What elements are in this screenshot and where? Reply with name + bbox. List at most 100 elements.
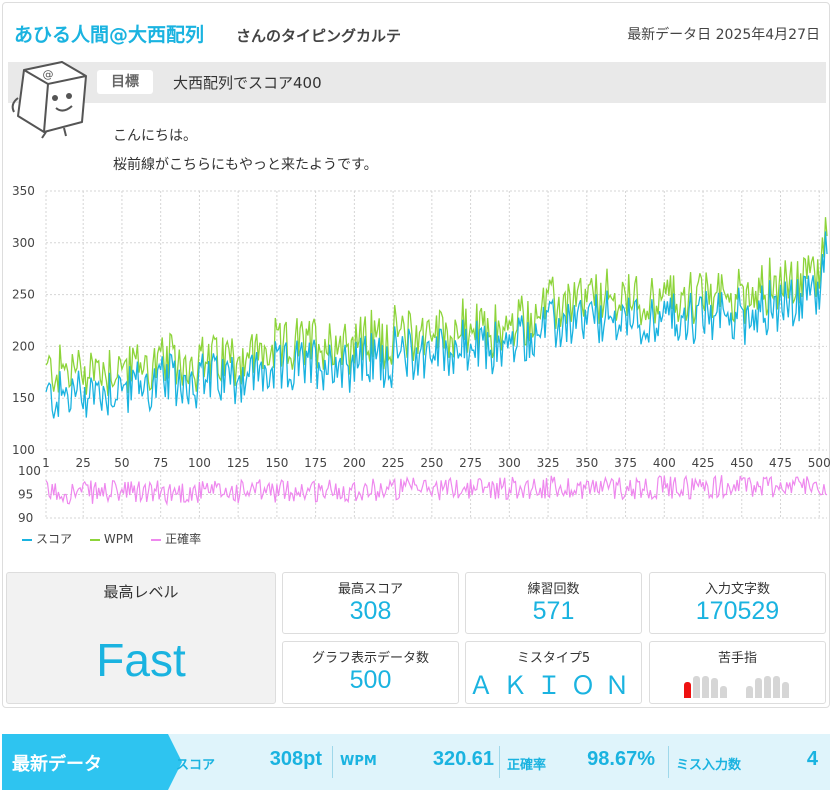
x-tick-label: 350	[575, 456, 598, 470]
karte-title: さんのタイピングカルテ	[236, 27, 402, 45]
latest-data-title-wrap: 最新データ	[2, 734, 182, 790]
latest-score-label: スコア	[176, 758, 216, 773]
latest-data-title: 最新データ	[12, 754, 102, 775]
latest-data-bar: 最新データ スコア 308pt WPM 320.61 正確率 98.67% ミス…	[2, 734, 830, 790]
legend-swatch	[151, 538, 162, 541]
divider	[499, 746, 500, 778]
weak-finger-label: 苦手指	[717, 651, 757, 666]
finger-icon	[755, 678, 762, 698]
latest-score: スコア 308pt	[176, 734, 332, 790]
x-tick-label: 25	[76, 456, 91, 470]
x-tick-label: 175	[304, 456, 327, 470]
latest-wpm-label: WPM	[340, 754, 377, 769]
legend-label: WPM	[103, 532, 134, 546]
x-tick-label: 100	[188, 456, 211, 470]
x-tick-label: 475	[769, 456, 792, 470]
chars-typed-label: 入力文字数	[704, 582, 770, 597]
svg-text:@: @	[43, 68, 54, 81]
y-tick-label: 90	[18, 511, 33, 525]
goal-bar: 目標 大西配列でスコア400	[8, 62, 826, 103]
graph-points-value: 500	[349, 666, 392, 694]
x-tick-label: 275	[459, 456, 482, 470]
y-tick-label: 100	[18, 464, 41, 478]
x-tick-label: 425	[692, 456, 715, 470]
weak-finger-box: 苦手指	[649, 641, 826, 704]
finger-icon	[773, 676, 780, 698]
legend-item: スコア	[22, 530, 72, 547]
x-tick-label: 325	[537, 456, 560, 470]
legend-item: WPM	[89, 532, 134, 546]
max-score-box: 最高スコア 308	[282, 572, 459, 634]
legend-swatch	[89, 538, 100, 541]
hand-fingers-icon	[650, 672, 825, 698]
finger-icon	[702, 676, 709, 698]
x-tick-label: 375	[614, 456, 637, 470]
greeting-line: 桜前線がこちらにもやっと来たようです。	[113, 157, 378, 173]
latest-score-value: 308pt	[269, 748, 322, 770]
y-tick-label: 150	[12, 391, 35, 405]
mistype5-value: ＡＫＩＯＮ	[468, 672, 639, 700]
karte-header: あひる人間@大西配列 さんのタイピングカルテ 最新データ日 2025年4月27日	[14, 20, 820, 48]
finger-icon	[746, 686, 753, 698]
legend-swatch	[22, 538, 32, 541]
latest-miss: ミス入力数 4	[676, 734, 822, 790]
max-level-box: 最高レベル Fast	[6, 572, 276, 704]
accuracy-line	[45, 474, 828, 507]
latest-wpm: WPM 320.61	[340, 734, 498, 790]
wpm-line	[45, 217, 828, 397]
practice-count-box: 練習回数 571	[465, 572, 642, 634]
x-tick-label: 200	[343, 456, 366, 470]
latest-miss-label: ミス入力数	[676, 758, 742, 773]
max-score-label: 最高スコア	[337, 582, 403, 597]
y-tick-label: 100	[12, 443, 35, 457]
y-tick-label: 350	[12, 184, 35, 198]
finger-icon	[782, 682, 789, 698]
finger-icon	[711, 678, 718, 698]
goal-tag: 目標	[97, 70, 153, 94]
legend-label: スコア	[36, 532, 73, 546]
greeting-line: こんにちは。	[113, 128, 197, 144]
y-tick-label: 200	[12, 339, 35, 353]
x-tick-label: 1	[42, 456, 50, 470]
graph-points-box: グラフ表示データ数 500	[282, 641, 459, 704]
max-score-value: 308	[349, 597, 392, 625]
practice-count-label: 練習回数	[527, 582, 580, 597]
x-tick-label: 125	[227, 456, 250, 470]
graph-points-label: グラフ表示データ数	[311, 651, 429, 666]
latest-accuracy-label: 正確率	[507, 758, 547, 773]
score-line	[45, 231, 828, 419]
legend-item: 正確率	[151, 530, 201, 547]
update-date: 最新データ日 2025年4月27日	[627, 27, 820, 43]
x-tick-label: 225	[382, 456, 405, 470]
chars-typed-value: 170529	[695, 597, 780, 625]
finger-icon	[684, 682, 691, 698]
practice-count-value: 571	[532, 597, 575, 625]
chart-legend: スコア WPM 正確率	[22, 530, 215, 547]
goal-text: 大西配列でスコア400	[173, 74, 322, 92]
x-tick-label: 300	[498, 456, 521, 470]
mistype5-label: ミスタイプ5	[516, 651, 591, 666]
user-name-link[interactable]: あひる人間@大西配列	[14, 24, 205, 46]
divider	[668, 746, 669, 778]
finger-icon	[764, 676, 771, 698]
y-tick-label: 250	[12, 288, 35, 302]
chars-typed-box: 入力文字数 170529	[649, 572, 826, 634]
latest-accuracy-value: 98.67%	[587, 748, 655, 770]
latest-wpm-value: 320.61	[432, 748, 494, 770]
y-tick-label: 95	[18, 488, 33, 502]
finger-icon	[720, 686, 727, 698]
stats-grid: 最高レベル Fast 最高スコア 308 練習回数 571 入力文字数 1705…	[6, 572, 826, 704]
max-level-value: Fast	[96, 634, 186, 686]
finger-icon	[693, 676, 700, 698]
x-tick-label: 50	[114, 456, 129, 470]
latest-miss-value: 4	[806, 748, 818, 770]
y-tick-label: 300	[12, 236, 35, 250]
legend-label: 正確率	[165, 532, 202, 546]
greeting-message: こんにちは。 桜前線がこちらにもやっと来たようです。	[113, 122, 378, 180]
divider	[332, 746, 333, 778]
latest-data-header	[2, 734, 182, 790]
mistype5-box: ミスタイプ5 ＡＫＩＯＮ	[465, 641, 642, 704]
x-tick-label: 150	[265, 456, 288, 470]
max-level-label: 最高レベル	[103, 583, 179, 601]
latest-accuracy: 正確率 98.67%	[507, 734, 665, 790]
